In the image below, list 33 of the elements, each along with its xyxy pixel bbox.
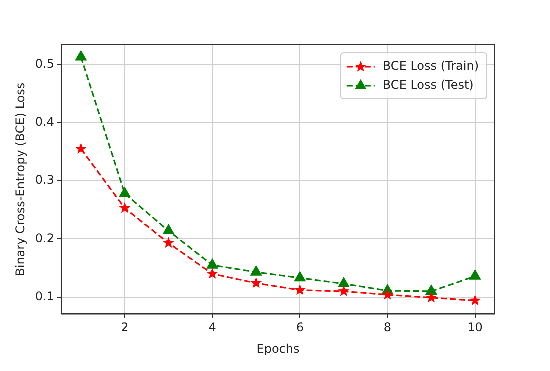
x-tick-label: 8	[384, 320, 392, 335]
point	[75, 143, 87, 154]
point	[294, 272, 306, 282]
point	[163, 225, 174, 235]
point	[294, 284, 306, 296]
point	[426, 292, 438, 303]
legend-label: BCE Loss (Train)	[382, 59, 480, 74]
y-tick-label: 0.3	[35, 173, 54, 188]
legend-label: BCE Loss (Test)	[382, 78, 474, 92]
point	[251, 266, 262, 276]
point	[426, 286, 437, 296]
point	[119, 202, 131, 214]
point	[120, 188, 130, 198]
y-axis-title: Binary Cross-Entropy (BCE) Loss	[13, 82, 28, 276]
x-tick-label: 2	[121, 320, 129, 335]
point	[207, 259, 218, 269]
point	[382, 289, 394, 300]
y-tick-label: 0.2	[35, 231, 54, 246]
y-tick-label: 0.5	[35, 56, 54, 71]
point	[163, 237, 174, 248]
y-tick-label: 0.1	[35, 289, 54, 304]
point	[338, 278, 350, 288]
point	[470, 294, 481, 306]
y-tick-label: 0.4	[35, 115, 54, 130]
point	[470, 270, 481, 280]
x-tick-label: 4	[208, 320, 216, 335]
point	[338, 286, 350, 296]
point	[206, 268, 218, 279]
point	[250, 277, 262, 288]
x-axis-title: Epochs	[256, 342, 300, 356]
x-tick-label: 6	[296, 320, 304, 335]
point	[76, 51, 87, 61]
x-tick-label: 10	[468, 320, 483, 335]
